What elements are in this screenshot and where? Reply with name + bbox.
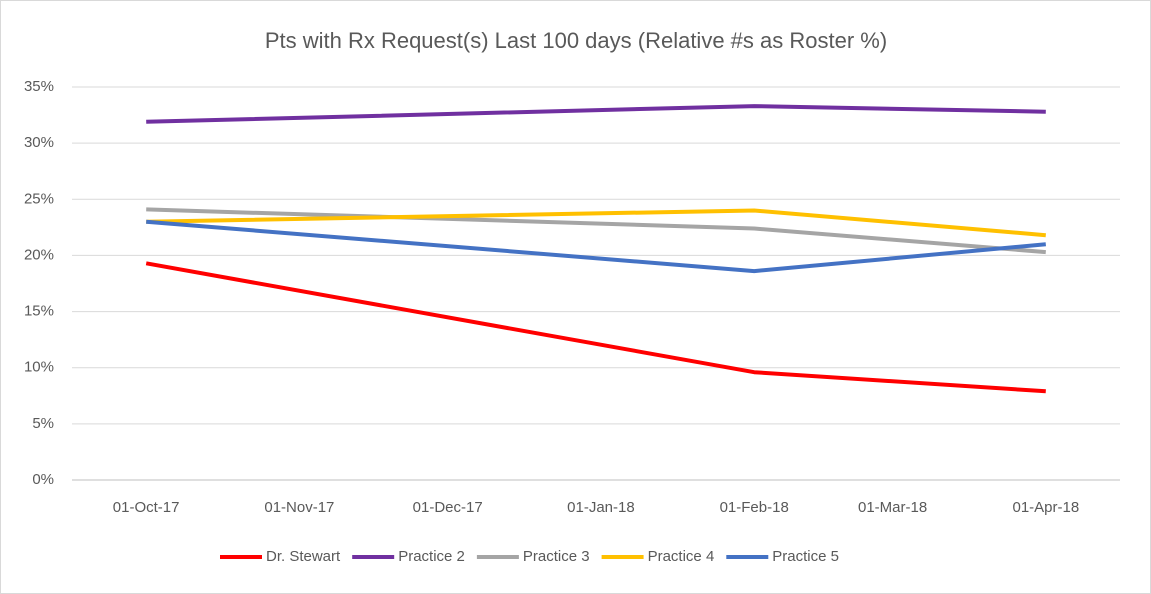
legend-label: Practice 5 xyxy=(772,548,839,565)
series-line xyxy=(146,219,1046,274)
y-tick-label: 5% xyxy=(32,415,54,432)
legend-label: Practice 3 xyxy=(523,548,590,565)
x-tick-label: 01-Mar-18 xyxy=(858,499,927,516)
series-line xyxy=(146,104,1046,124)
legend-label: Practice 2 xyxy=(398,548,465,565)
x-tick-label: 01-Dec-17 xyxy=(413,499,483,516)
y-tick-label: 10% xyxy=(24,359,54,376)
chart-title: Pts with Rx Request(s) Last 100 days (Re… xyxy=(265,28,887,53)
legend-label: Practice 4 xyxy=(648,548,715,565)
series-line xyxy=(146,208,1046,238)
series-line xyxy=(146,207,1046,255)
y-tick-label: 0% xyxy=(32,471,54,488)
x-tick-label: 01-Oct-17 xyxy=(113,499,180,516)
series-line xyxy=(145,261,1046,394)
y-tick-label: 20% xyxy=(24,246,54,263)
legend-label: Dr. Stewart xyxy=(266,548,341,565)
y-tick-label: 30% xyxy=(24,134,54,151)
x-tick-label: 01-Feb-18 xyxy=(720,499,789,516)
x-tick-label: 01-Nov-17 xyxy=(264,499,334,516)
y-tick-label: 35% xyxy=(24,78,54,95)
y-tick-label: 25% xyxy=(24,190,54,207)
y-tick-label: 15% xyxy=(24,303,54,320)
x-tick-label: 01-Apr-18 xyxy=(1012,499,1079,516)
x-tick-label: 01-Jan-18 xyxy=(567,499,635,516)
